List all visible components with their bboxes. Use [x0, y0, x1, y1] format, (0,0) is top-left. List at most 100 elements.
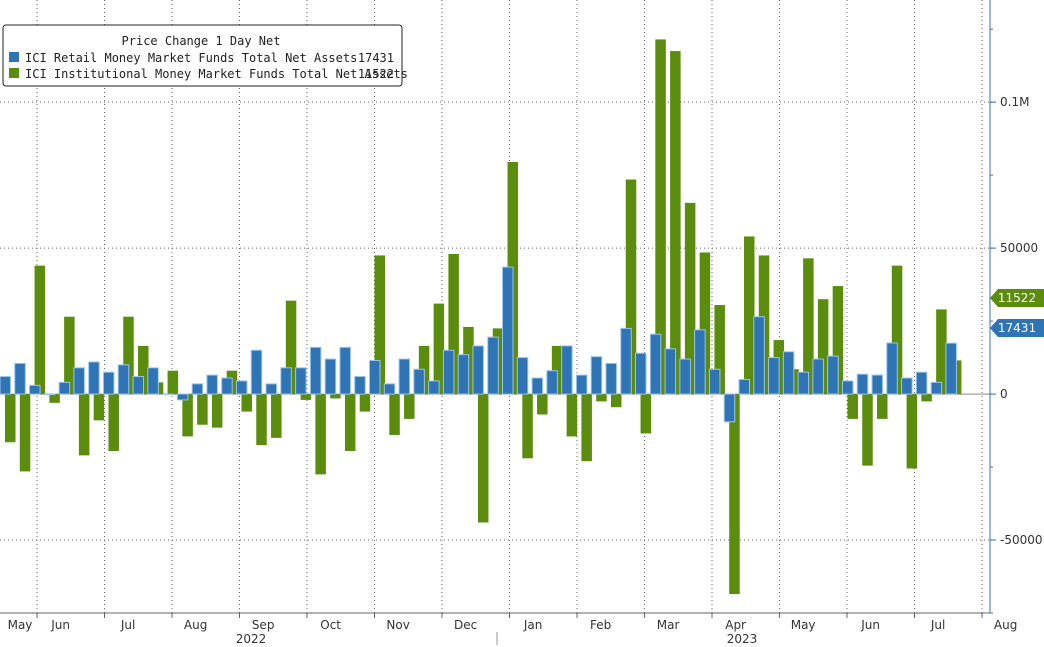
bar-retail: [339, 346, 351, 395]
bar-retail: [88, 361, 100, 395]
bar-institutional: [241, 394, 252, 412]
bar-retail: [206, 374, 218, 395]
x-month-label: May: [791, 618, 816, 632]
x-month-label: Jul: [120, 618, 135, 632]
bar-institutional: [34, 265, 46, 395]
bar-institutional: [256, 394, 267, 446]
bar-institutional: [936, 309, 947, 395]
bar-retail: [73, 367, 85, 395]
bar-institutional: [655, 39, 666, 395]
bar-retail: [324, 358, 337, 395]
y-tick-label: 0: [1000, 387, 1008, 401]
bar-institutional: [108, 394, 119, 451]
x-month-label: Oct: [320, 618, 341, 632]
x-month-label: Nov: [386, 618, 409, 632]
x-month-label: Sep: [252, 618, 275, 632]
bar-retail: [531, 377, 544, 395]
bar-retail: [664, 348, 677, 395]
bar-retail: [102, 371, 115, 395]
bar-institutional: [537, 394, 548, 415]
bar-retail: [191, 383, 204, 395]
bar-retail: [250, 349, 263, 395]
x-year-label: 2023: [727, 632, 758, 646]
x-month-label: Jun: [50, 618, 70, 632]
last-value-badges: 11522 17431: [990, 289, 1044, 337]
bar-retail: [309, 346, 322, 395]
x-month-label: Aug: [184, 618, 207, 632]
bar-retail: [561, 345, 573, 395]
legend-title: Price Change 1 Day Net: [122, 34, 281, 48]
bar-retail: [487, 336, 499, 395]
bar-institutional: [566, 394, 578, 437]
bar-institutional: [182, 394, 193, 437]
bar-retail: [605, 362, 617, 395]
bar-institutional: [714, 305, 725, 395]
bar-institutional: [670, 51, 681, 395]
bar-institutional: [300, 394, 312, 400]
badge-retail: [990, 319, 1044, 337]
x-month-label: Jan: [523, 618, 543, 632]
x-month-label: Dec: [454, 618, 477, 632]
bar-retail: [694, 329, 706, 395]
badge-retail-text: 17431: [998, 321, 1036, 335]
bar-institutional: [404, 394, 415, 419]
bar-institutional: [684, 202, 696, 395]
bar-retail: [827, 355, 839, 395]
bar-retail: [679, 358, 691, 395]
bar-institutional: [197, 394, 208, 425]
bar-retail: [590, 356, 603, 395]
x-month-label: Apr: [725, 618, 746, 632]
bar-retail: [354, 376, 366, 395]
bar-retail: [945, 342, 957, 395]
bar-institutional: [285, 300, 297, 395]
bar-retail: [723, 393, 736, 423]
bar-retail: [162, 393, 174, 396]
bar-retail: [782, 351, 795, 395]
bar-retail: [502, 266, 514, 395]
bar-retail: [546, 370, 558, 395]
bar-retail: [413, 368, 425, 395]
bar-retail: [886, 342, 898, 395]
bar-retail: [708, 368, 721, 395]
bar-institutional: [610, 394, 622, 408]
bar-institutional: [891, 265, 903, 395]
bar-retail: [472, 345, 484, 395]
y-axis-ticks: 0.1M 50000 0 -50000: [990, 28, 1043, 614]
bar-retail: [398, 358, 411, 395]
badge-institutional-text: 11522: [998, 291, 1036, 305]
legend-value-institutional: 11522: [358, 67, 394, 81]
bar-retail: [235, 380, 248, 395]
bar-institutional: [625, 179, 637, 395]
bar-retail: [265, 383, 278, 395]
bar-institutional: [817, 299, 829, 395]
bar-retail: [516, 357, 529, 395]
x-axis-ticks: May Jun Jul Aug Sep Oct Nov Dec Jan Feb Mar Apr May J…: [8, 613, 1017, 632]
bar-institutional: [699, 252, 711, 395]
bar-retail: [738, 378, 750, 395]
bar-retail: [620, 327, 632, 395]
bar-retail: [457, 354, 470, 395]
bar-retail: [43, 393, 56, 396]
bar-institutional: [596, 394, 607, 402]
bar-retail: [58, 381, 71, 395]
legend: Price Change 1 Day Net ICI Retail Money …: [2, 24, 408, 87]
legend-swatch-retail: [9, 52, 19, 62]
bar-institutional: [211, 394, 223, 428]
bars: [0, 39, 962, 595]
bar-institutional: [847, 394, 858, 419]
bar-retail: [428, 380, 440, 395]
bar-institutional: [64, 316, 75, 395]
x-month-label: May: [8, 618, 33, 632]
bar-institutional: [359, 394, 371, 412]
bar-institutional: [78, 394, 90, 456]
bar-institutional: [271, 394, 282, 438]
bar-institutional: [640, 394, 652, 434]
bar-retail: [797, 371, 810, 395]
x-month-label: Jul: [930, 618, 945, 632]
bar-retail: [901, 377, 913, 395]
bar-institutional: [93, 394, 105, 421]
bar-retail: [14, 362, 26, 395]
gridlines: [0, 0, 990, 613]
legend-box: [2, 24, 403, 87]
